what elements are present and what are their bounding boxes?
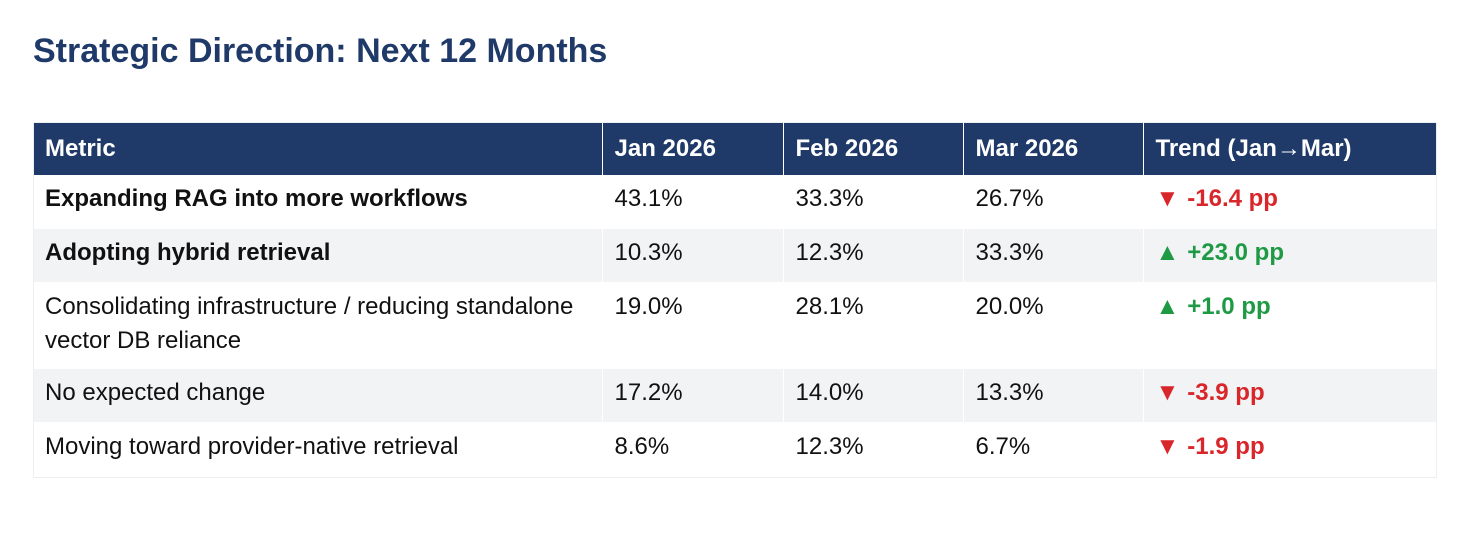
row-feb-value: 12.3% xyxy=(782,422,963,477)
row-feb-value: 33.3% xyxy=(782,175,963,229)
trend-value: -1.9 pp xyxy=(1187,433,1265,460)
header-mar-2026: Mar 2026 xyxy=(962,122,1143,175)
table-row: No expected change 17.2% 14.0% 13.3% ▼ -3… xyxy=(33,368,1437,423)
table-row: Consolidating infrastructure / reducing … xyxy=(33,282,1437,369)
down-arrow-icon: ▼ xyxy=(1155,433,1180,460)
row-metric: No expected change xyxy=(33,368,602,423)
row-mar-value: 33.3% xyxy=(962,228,1143,283)
row-trend: ▼ -16.4 pp xyxy=(1142,175,1437,229)
down-arrow-icon: ▼ xyxy=(1155,379,1180,406)
header-jan-2026: Jan 2026 xyxy=(601,122,783,175)
strategic-direction-table: Metric Jan 2026 Feb 2026 Mar 2026 Trend … xyxy=(33,122,1437,477)
row-mar-value: 26.7% xyxy=(962,175,1143,229)
row-jan-value: 17.2% xyxy=(601,368,783,423)
row-mar-value: 20.0% xyxy=(962,282,1143,369)
row-metric: Adopting hybrid retrieval xyxy=(33,228,602,283)
row-jan-value: 43.1% xyxy=(601,175,783,229)
row-jan-value: 19.0% xyxy=(601,282,783,369)
row-mar-value: 13.3% xyxy=(962,368,1143,423)
header-feb-2026: Feb 2026 xyxy=(782,122,963,175)
row-feb-value: 12.3% xyxy=(782,228,963,283)
row-feb-value: 28.1% xyxy=(782,282,963,369)
trend-value: +23.0 pp xyxy=(1187,239,1284,266)
trend-value: +1.0 pp xyxy=(1187,293,1271,320)
down-arrow-icon: ▼ xyxy=(1155,185,1180,212)
row-trend: ▼ -1.9 pp xyxy=(1142,422,1437,477)
page-title: Strategic Direction: Next 12 Months xyxy=(33,32,608,70)
row-metric: Expanding RAG into more workflows xyxy=(33,175,602,229)
row-trend: ▼ -3.9 pp xyxy=(1142,368,1437,423)
row-trend: ▲ +23.0 pp xyxy=(1142,228,1437,283)
row-metric: Moving toward provider-native retrieval xyxy=(33,422,602,477)
table-row: Moving toward provider-native retrieval … xyxy=(33,422,1437,477)
row-jan-value: 8.6% xyxy=(601,422,783,477)
table-header-row: Metric Jan 2026 Feb 2026 Mar 2026 Trend … xyxy=(33,122,1437,175)
row-mar-value: 6.7% xyxy=(962,422,1143,477)
row-jan-value: 10.3% xyxy=(601,228,783,283)
table-row: Adopting hybrid retrieval 10.3% 12.3% 33… xyxy=(33,228,1437,283)
header-trend: Trend (Jan→Mar) xyxy=(1142,122,1437,175)
trend-value: -3.9 pp xyxy=(1187,379,1265,406)
table-row: Expanding RAG into more workflows 43.1% … xyxy=(33,175,1437,229)
row-trend: ▲ +1.0 pp xyxy=(1142,282,1437,369)
row-metric: Consolidating infrastructure / reducing … xyxy=(33,282,602,369)
trend-value: -16.4 pp xyxy=(1187,185,1278,212)
row-feb-value: 14.0% xyxy=(782,368,963,423)
up-arrow-icon: ▲ xyxy=(1155,293,1180,320)
header-metric: Metric xyxy=(33,122,602,175)
up-arrow-icon: ▲ xyxy=(1155,239,1180,266)
